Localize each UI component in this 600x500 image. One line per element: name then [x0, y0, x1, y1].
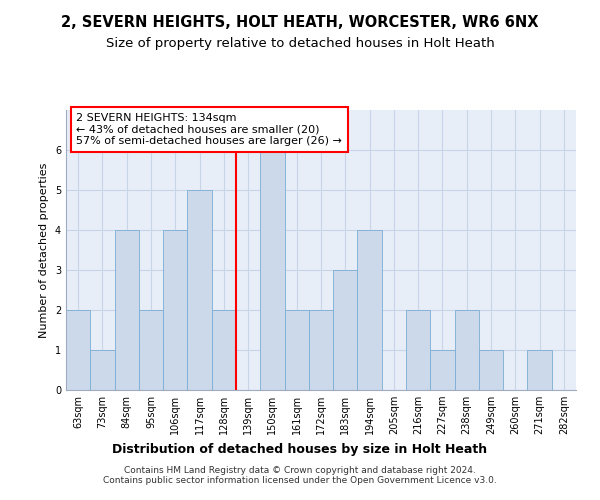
Text: Contains HM Land Registry data © Crown copyright and database right 2024.
Contai: Contains HM Land Registry data © Crown c…: [103, 466, 497, 485]
Text: 2, SEVERN HEIGHTS, HOLT HEATH, WORCESTER, WR6 6NX: 2, SEVERN HEIGHTS, HOLT HEATH, WORCESTER…: [61, 15, 539, 30]
Bar: [455, 310, 479, 390]
Bar: [90, 350, 115, 390]
Bar: [333, 270, 358, 390]
Bar: [358, 230, 382, 390]
Bar: [212, 310, 236, 390]
Bar: [139, 310, 163, 390]
Bar: [260, 150, 284, 390]
Bar: [527, 350, 552, 390]
Text: Distribution of detached houses by size in Holt Heath: Distribution of detached houses by size …: [112, 442, 488, 456]
Bar: [309, 310, 333, 390]
Bar: [430, 350, 455, 390]
Bar: [66, 310, 90, 390]
Text: 2 SEVERN HEIGHTS: 134sqm
← 43% of detached houses are smaller (20)
57% of semi-d: 2 SEVERN HEIGHTS: 134sqm ← 43% of detach…: [76, 113, 342, 146]
Bar: [163, 230, 187, 390]
Bar: [479, 350, 503, 390]
Text: Size of property relative to detached houses in Holt Heath: Size of property relative to detached ho…: [106, 38, 494, 51]
Bar: [406, 310, 430, 390]
Bar: [115, 230, 139, 390]
Bar: [284, 310, 309, 390]
Y-axis label: Number of detached properties: Number of detached properties: [40, 162, 49, 338]
Bar: [187, 190, 212, 390]
